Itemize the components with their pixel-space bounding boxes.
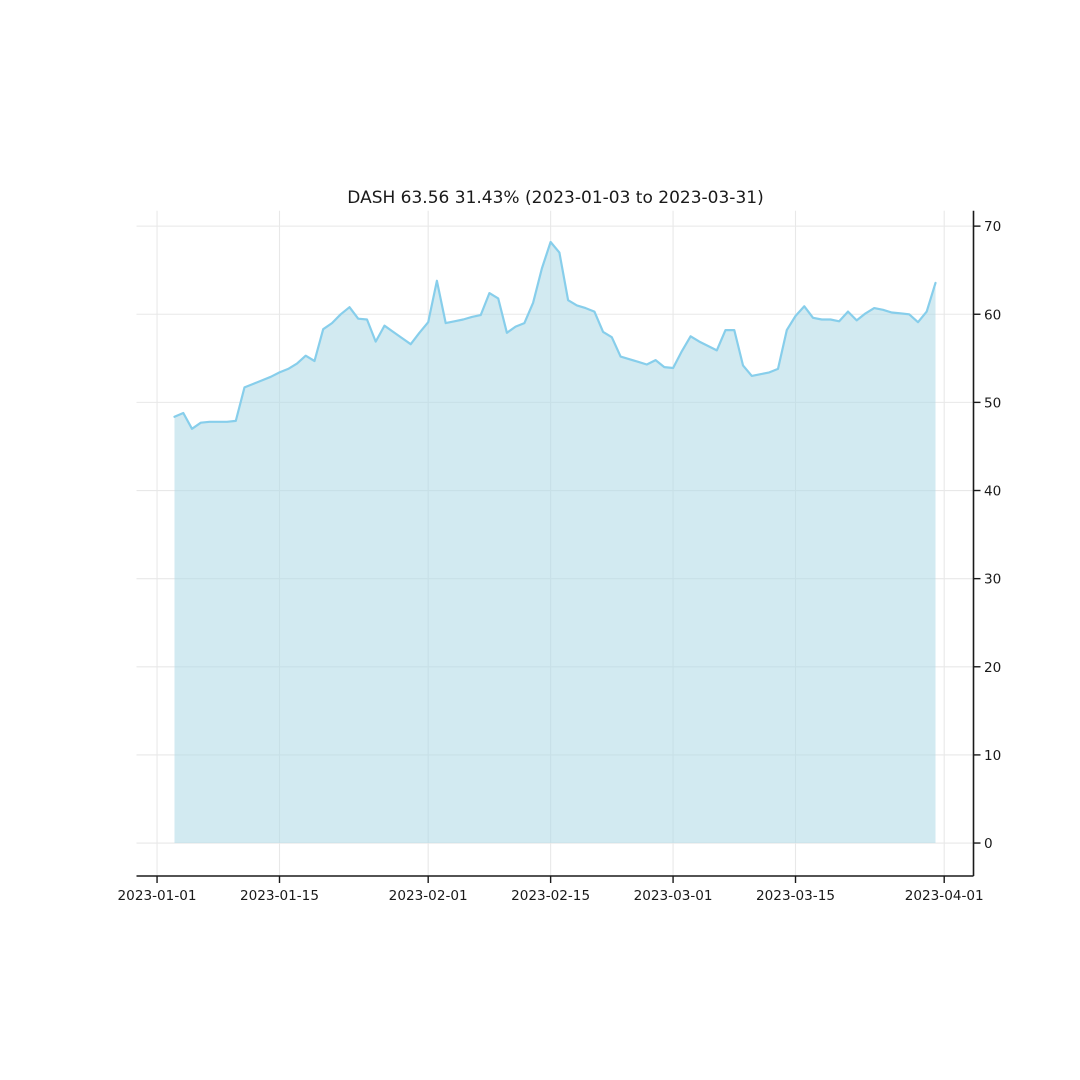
x-tick-label: 2023-02-15 xyxy=(511,888,590,904)
x-tick-label: 2023-01-15 xyxy=(240,888,319,904)
y-tick-label: 60 xyxy=(984,307,1001,323)
chart-title: DASH 63.56 31.43% (2023-01-03 to 2023-03… xyxy=(347,188,764,208)
y-tick-label: 10 xyxy=(984,748,1001,764)
x-tick-label: 2023-04-01 xyxy=(905,888,984,904)
x-tick-label: 2023-03-15 xyxy=(756,888,835,904)
x-tick-label: 2023-02-01 xyxy=(389,888,468,904)
y-tick-label: 70 xyxy=(984,219,1001,235)
y-tick-label: 20 xyxy=(984,660,1001,676)
y-tick-label: 50 xyxy=(984,395,1001,411)
x-tick-label: 2023-01-01 xyxy=(118,888,197,904)
area-fill xyxy=(174,242,936,843)
y-tick-label: 30 xyxy=(984,572,1001,588)
y-tick-label: 0 xyxy=(984,836,993,852)
x-tick-label: 2023-03-01 xyxy=(634,888,713,904)
y-tick-label: 40 xyxy=(984,484,1001,500)
price-line xyxy=(173,240,937,430)
